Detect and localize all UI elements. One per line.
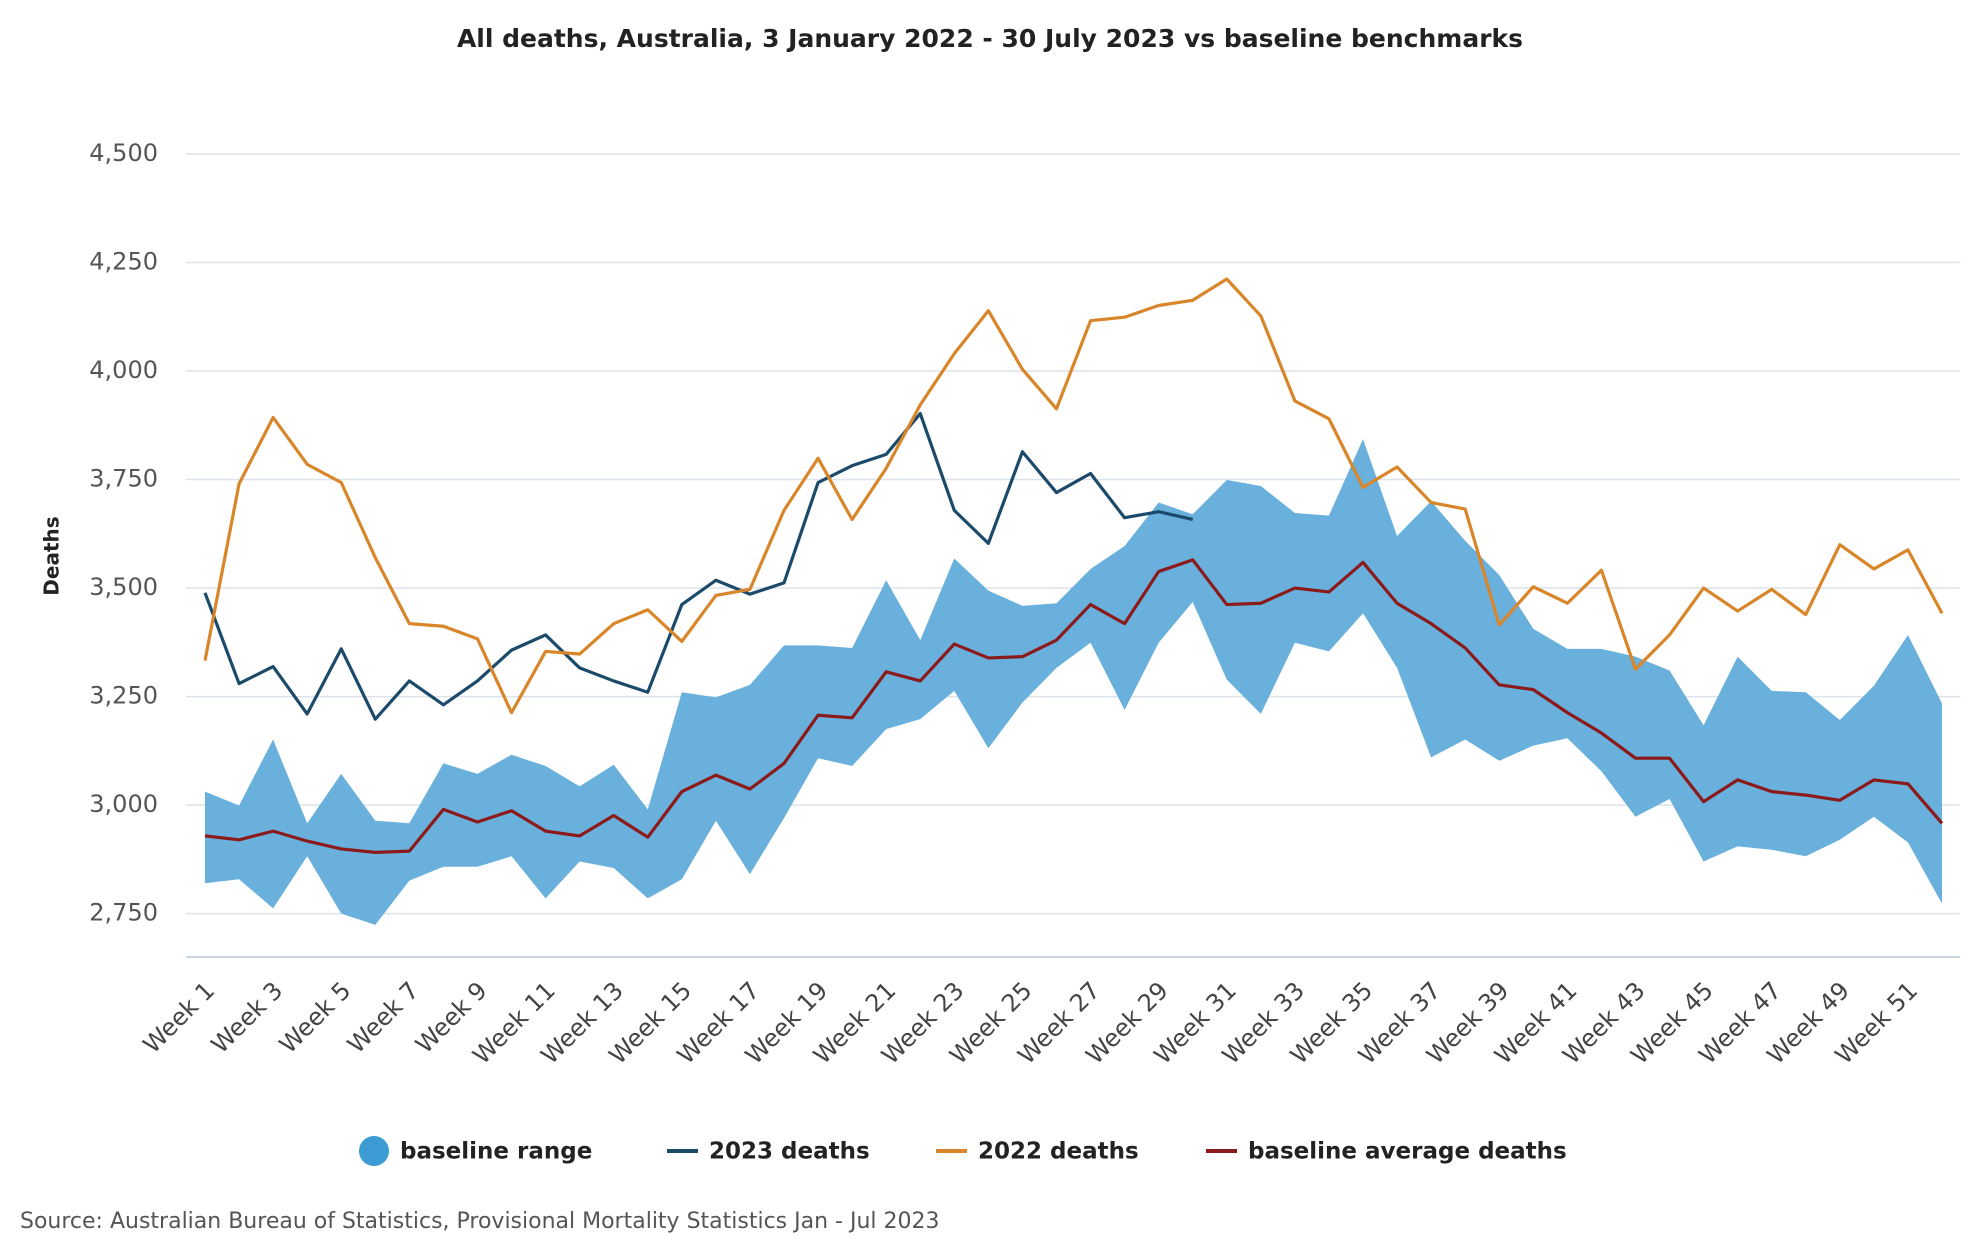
y-tick-label: 3,750 xyxy=(89,465,158,493)
y-tick-label: 3,500 xyxy=(89,573,158,601)
x-tick-label: Week 7 xyxy=(342,976,424,1058)
series-line xyxy=(204,558,1944,854)
x-tick-label: Week 3 xyxy=(206,976,288,1058)
chart-title: All deaths, Australia, 3 January 2022 - … xyxy=(457,24,1523,53)
x-tick-label: Week 5 xyxy=(274,976,356,1058)
legend-label: 2022 deaths xyxy=(978,1139,1139,1165)
y-axis-title: Deaths xyxy=(40,516,64,595)
series-line xyxy=(203,411,1194,721)
y-tick-label: 3,000 xyxy=(89,790,158,818)
legend-label: baseline average deaths xyxy=(1248,1139,1567,1165)
series-line xyxy=(203,277,1944,715)
y-tick-label: 4,250 xyxy=(89,248,158,276)
legend-label: 2023 deaths xyxy=(709,1139,870,1165)
y-tick-label: 2,750 xyxy=(89,899,158,927)
legend-swatch xyxy=(359,1136,389,1166)
y-tick-label: 3,250 xyxy=(89,682,158,710)
source-note: Source: Australian Bureau of Statistics,… xyxy=(20,1209,940,1234)
x-tick-label: Week 1 xyxy=(138,976,220,1058)
y-tick-label: 4,000 xyxy=(89,356,158,384)
legend-label: baseline range xyxy=(400,1139,592,1165)
baseline-range-area xyxy=(205,439,1942,925)
y-tick-label: 4,500 xyxy=(89,139,158,167)
